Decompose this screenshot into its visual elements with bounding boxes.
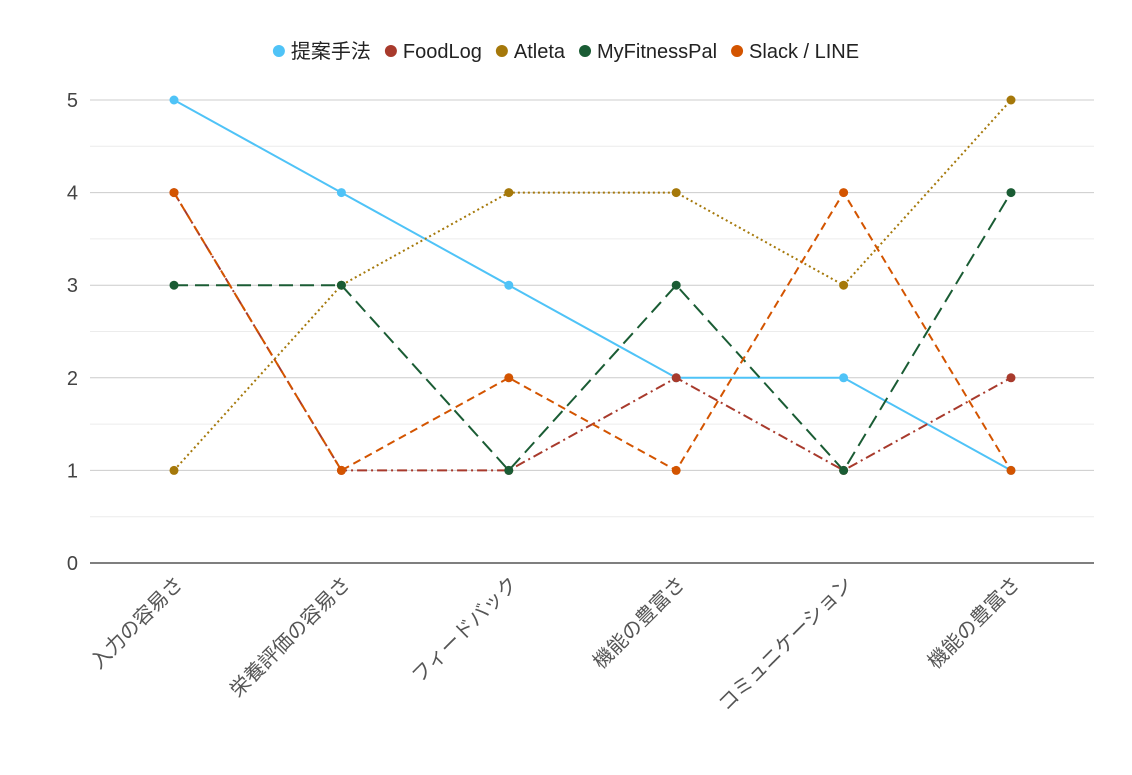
- legend-label: FoodLog: [403, 41, 482, 63]
- series-Slack / LINE: [169, 188, 1016, 475]
- legend-marker: [495, 45, 508, 57]
- series-line: [174, 192, 1012, 472]
- data-point: [1006, 465, 1016, 475]
- data-point: [1006, 373, 1016, 383]
- data-point: [504, 465, 514, 475]
- series-MyFitnessPal: [169, 188, 1016, 475]
- data-point: [839, 373, 849, 383]
- legend-marker: [384, 45, 397, 57]
- y-tick-label: 4: [67, 183, 78, 205]
- data-point: [169, 280, 179, 290]
- x-tick-label: 機能の豊富さ: [588, 572, 690, 674]
- y-tick-label: 5: [67, 90, 78, 112]
- legend-marker: [579, 45, 592, 57]
- series-line: [173, 191, 1012, 472]
- data-point: [169, 95, 179, 105]
- data-point: [839, 188, 849, 198]
- data-point: [839, 280, 849, 290]
- legend-label: MyFitnessPal: [597, 41, 717, 63]
- y-axis-ticks: 0 1 2 3 4 5: [67, 90, 78, 575]
- legend-marker: [272, 45, 285, 57]
- data-point: [169, 188, 179, 198]
- data-point: [336, 465, 346, 475]
- data-point: [671, 280, 681, 290]
- x-tick-label: 機能の豊富さ: [923, 572, 1025, 674]
- data-point: [504, 280, 514, 290]
- data-point: [1006, 188, 1016, 198]
- x-tick-label: コミュニケーション: [713, 572, 857, 716]
- data-point: [169, 465, 179, 475]
- y-tick-label: 3: [67, 275, 78, 297]
- x-tick-label: フィードバック: [407, 572, 523, 688]
- y-tick-label: 1: [67, 460, 78, 482]
- legend-marker: [731, 45, 744, 57]
- x-tick-label: 入力の容易さ: [86, 572, 188, 674]
- y-tick-label: 2: [67, 368, 78, 390]
- data-point: [1006, 95, 1016, 105]
- data-point: [671, 465, 681, 475]
- data-point: [671, 188, 681, 198]
- legend-label: Atleta: [514, 41, 566, 63]
- data-point: [336, 188, 346, 198]
- data-point: [504, 188, 514, 198]
- data-point: [839, 465, 849, 475]
- x-axis-ticks: 入力の容易さ 栄養評価の容易さ フィードバック 機能の豊富さ コミュニケーション 機能の豊…: [86, 572, 1025, 716]
- data-point: [336, 280, 346, 290]
- y-tick-label: 0: [67, 553, 78, 575]
- legend: 提案手法 FoodLog Atleta MyFitnessPal Slack / LIN…: [272, 40, 859, 63]
- legend-label: 提案手法: [291, 40, 371, 63]
- series-line: [173, 99, 1012, 472]
- series-line: [173, 99, 1012, 472]
- data-point: [504, 373, 514, 383]
- legend-label: Slack / LINE: [749, 41, 859, 63]
- data-point: [671, 373, 681, 383]
- grid: [90, 99, 1094, 518]
- series-group: [169, 95, 1016, 475]
- x-tick-label: 栄養評価の容易さ: [225, 572, 355, 702]
